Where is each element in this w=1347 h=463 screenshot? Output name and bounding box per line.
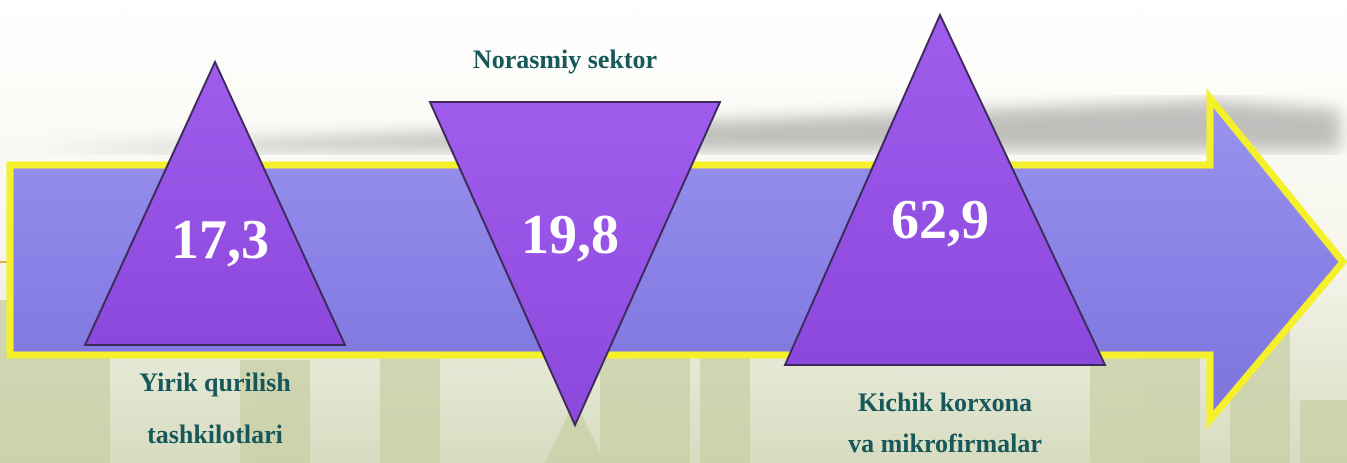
label: Kichik korxona bbox=[858, 388, 1032, 417]
label: va mikrofirmalar bbox=[848, 429, 1042, 458]
value: 17,3 bbox=[171, 209, 269, 271]
label: tashkilotlari bbox=[147, 420, 283, 449]
value: 19,8 bbox=[521, 204, 619, 266]
value: 62,9 bbox=[891, 189, 989, 251]
label: Norasmiy sektor bbox=[473, 45, 657, 74]
label: Yirik qurilish bbox=[139, 368, 291, 397]
infographic: 17,3 Yirik qurilish tashkilotlari 19,8 N… bbox=[0, 0, 1347, 463]
